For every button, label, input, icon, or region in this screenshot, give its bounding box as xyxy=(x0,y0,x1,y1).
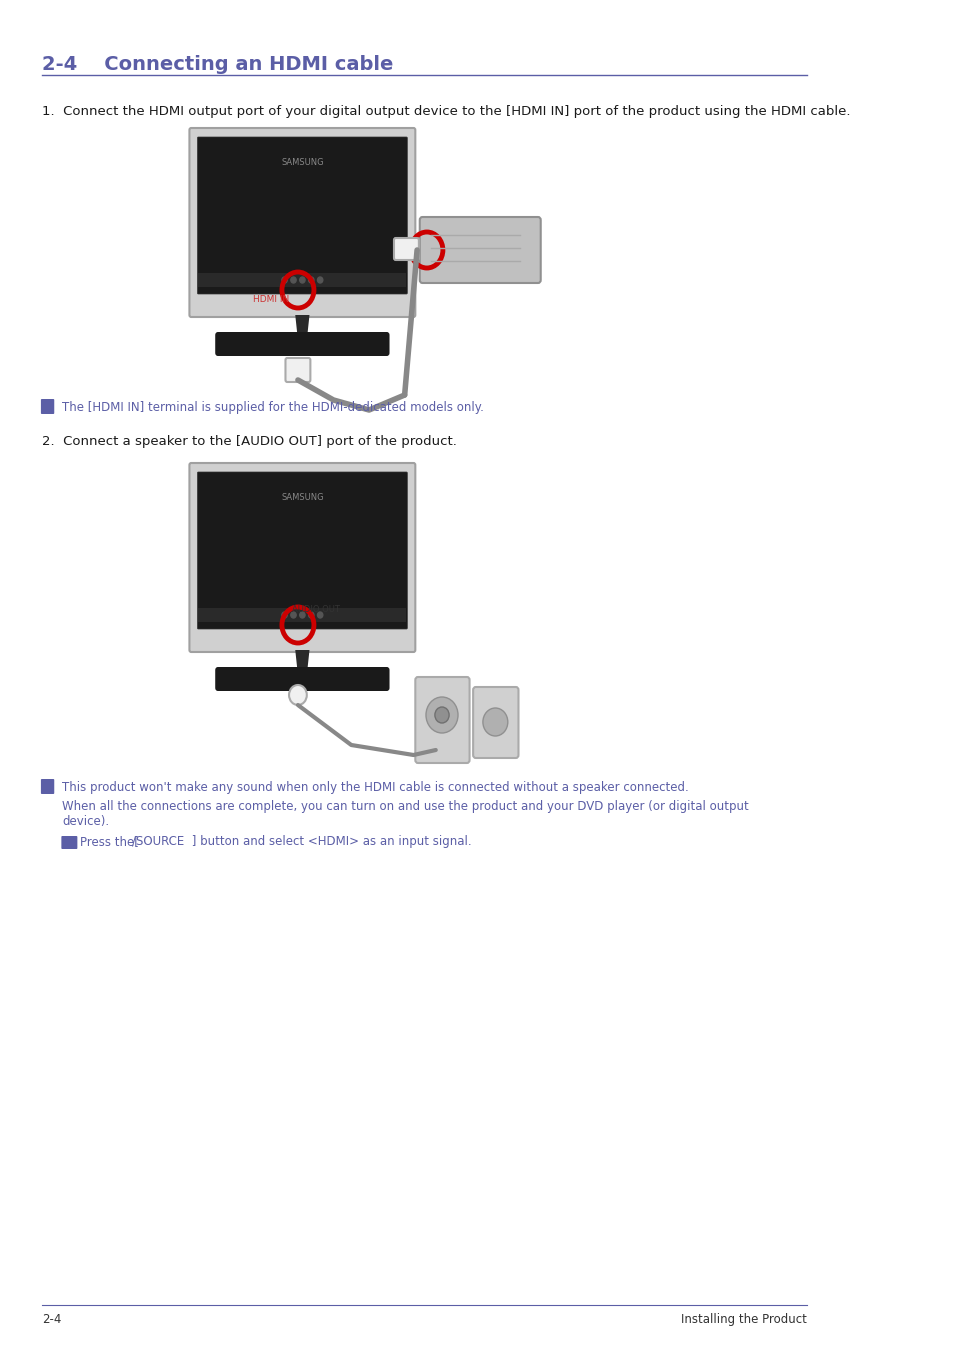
Circle shape xyxy=(308,277,314,284)
Polygon shape xyxy=(294,315,309,340)
Text: SAMSUNG: SAMSUNG xyxy=(281,493,323,502)
Text: Installing the Product: Installing the Product xyxy=(680,1314,806,1326)
Circle shape xyxy=(289,684,307,705)
Text: Press the[: Press the[ xyxy=(80,836,139,848)
Text: When all the connections are complete, you can turn on and use the product and y: When all the connections are complete, y… xyxy=(62,801,748,828)
Text: 2.  Connect a speaker to the [AUDIO OUT] port of the product.: 2. Connect a speaker to the [AUDIO OUT] … xyxy=(42,435,456,448)
Text: 1.  Connect the HDMI output port of your digital output device to the [HDMI IN] : 1. Connect the HDMI output port of your … xyxy=(42,105,849,117)
Text: /SOURCE  ] button and select <HDMI> as an input signal.: /SOURCE ] button and select <HDMI> as an… xyxy=(132,836,471,848)
FancyBboxPatch shape xyxy=(215,332,389,356)
FancyBboxPatch shape xyxy=(41,400,54,414)
Circle shape xyxy=(282,277,287,284)
FancyBboxPatch shape xyxy=(197,136,407,294)
Circle shape xyxy=(299,277,305,284)
Circle shape xyxy=(299,612,305,618)
Circle shape xyxy=(291,612,295,618)
Polygon shape xyxy=(294,649,309,675)
FancyBboxPatch shape xyxy=(190,128,415,317)
Circle shape xyxy=(317,612,322,618)
Circle shape xyxy=(426,697,457,733)
FancyBboxPatch shape xyxy=(197,472,407,629)
FancyBboxPatch shape xyxy=(190,463,415,652)
Circle shape xyxy=(282,612,287,618)
Text: This product won't make any sound when only the HDMI cable is connected without : This product won't make any sound when o… xyxy=(62,782,688,794)
Text: The [HDMI IN] terminal is supplied for the HDMI-dedicated models only.: The [HDMI IN] terminal is supplied for t… xyxy=(62,401,483,414)
FancyBboxPatch shape xyxy=(215,667,389,691)
FancyBboxPatch shape xyxy=(41,779,54,794)
FancyBboxPatch shape xyxy=(61,836,77,849)
Circle shape xyxy=(308,612,314,618)
FancyBboxPatch shape xyxy=(394,238,418,261)
Circle shape xyxy=(435,707,449,724)
Text: SAMSUNG: SAMSUNG xyxy=(281,158,323,167)
FancyBboxPatch shape xyxy=(198,608,406,622)
FancyBboxPatch shape xyxy=(419,217,540,284)
Text: AUDIO OUT: AUDIO OUT xyxy=(292,606,339,614)
FancyBboxPatch shape xyxy=(198,273,406,288)
Circle shape xyxy=(482,707,507,736)
FancyBboxPatch shape xyxy=(473,687,517,757)
Text: 2-4    Connecting an HDMI cable: 2-4 Connecting an HDMI cable xyxy=(42,55,393,74)
Circle shape xyxy=(291,277,295,284)
FancyBboxPatch shape xyxy=(415,676,469,763)
Text: 2-4: 2-4 xyxy=(42,1314,61,1326)
FancyBboxPatch shape xyxy=(285,358,310,382)
Text: HDMI IN: HDMI IN xyxy=(253,296,289,305)
Circle shape xyxy=(317,277,322,284)
